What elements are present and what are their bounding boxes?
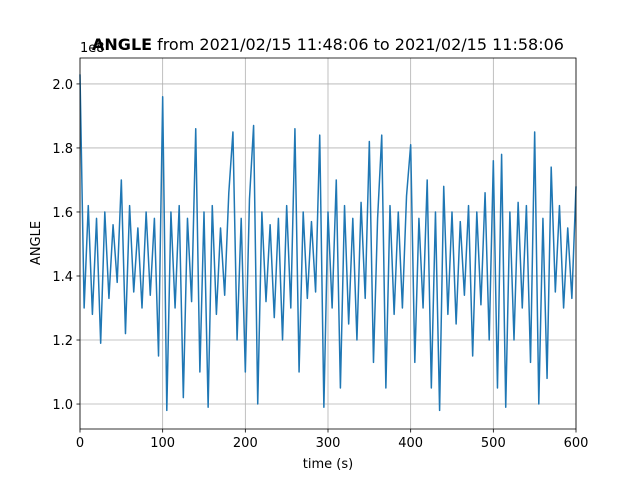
y-tick-label: 1.4 [52, 270, 73, 285]
x-tick-label: 100 [150, 436, 175, 451]
offset-text: 1e8 [80, 41, 105, 56]
title-bold: ANGLE [92, 35, 152, 54]
x-tick-label: 400 [398, 436, 423, 451]
title-rest: from 2021/02/15 11:48:06 to 2021/02/15 1… [157, 35, 564, 54]
chart-title: ANGLE from 2021/02/15 11:48:06 to 2021/02… [92, 35, 564, 54]
x-tick-label: 200 [233, 436, 258, 451]
x-tick-label: 500 [481, 436, 506, 451]
data-line [79, 74, 577, 412]
y-tick-label: 1.0 [52, 398, 73, 413]
y-axis-label: ANGLE [29, 221, 44, 265]
y-tick-label: 1.6 [52, 206, 73, 221]
y-tick-label: 1.2 [52, 334, 73, 349]
x-tick-label: 300 [316, 436, 341, 451]
x-tick-label: 600 [564, 436, 589, 451]
y-tick-label: 2.0 [52, 78, 73, 93]
x-axis-label: time (s) [303, 457, 353, 472]
axes-frame [79, 57, 577, 430]
x-tick-label: 0 [76, 436, 84, 451]
y-tick-label: 1.8 [52, 142, 73, 157]
